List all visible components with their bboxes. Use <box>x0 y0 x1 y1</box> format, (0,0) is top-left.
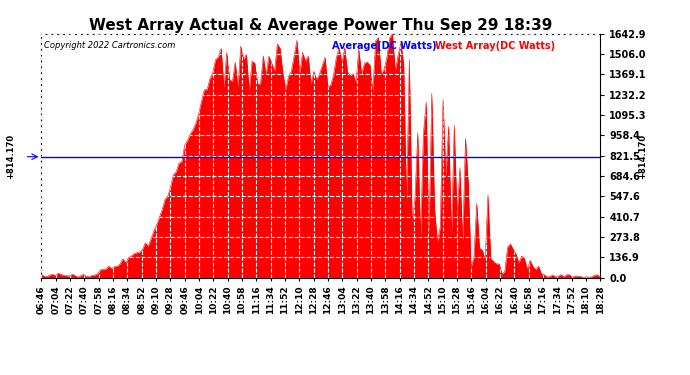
Text: Average(DC Watts): Average(DC Watts) <box>332 41 437 51</box>
Text: West Array(DC Watts): West Array(DC Watts) <box>435 41 555 51</box>
Title: West Array Actual & Average Power Thu Sep 29 18:39: West Array Actual & Average Power Thu Se… <box>89 18 553 33</box>
Text: Copyright 2022 Cartronics.com: Copyright 2022 Cartronics.com <box>44 41 175 50</box>
Text: +814.170: +814.170 <box>638 134 647 179</box>
Text: +814.170: +814.170 <box>6 134 15 179</box>
